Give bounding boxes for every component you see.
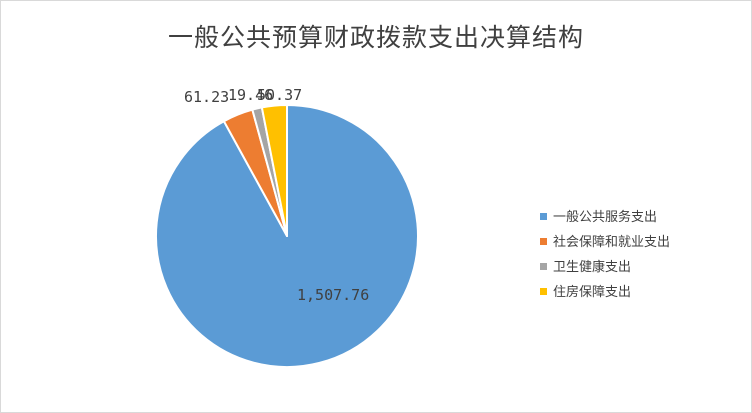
legend-item-general-public-services: 一般公共服务支出 [540,205,670,230]
data-label-health: 19.46 [228,86,273,104]
pie-slices [155,104,419,368]
legend-label: 住房保障支出 [553,285,632,300]
legend-swatch [540,238,547,245]
legend-swatch [540,213,547,220]
data-label-general-public-services: 1,507.76 [297,286,369,304]
legend-swatch [540,288,547,295]
legend-swatch [540,263,547,270]
slice-housing [260,104,288,237]
legend-item-social-security: 社会保障和就业支出 [540,230,670,255]
legend-label: 一般公共服务支出 [553,210,658,225]
data-label-housing: 50.37 [257,86,302,104]
legend-label: 卫生健康支出 [553,260,632,275]
slice-general-public-services [155,104,419,368]
data-label-social-security: 61.23 [184,88,229,106]
chart-title: 一般公共预算财政拨款支出决算结构 [167,23,584,52]
legend-item-health: 卫生健康支出 [540,255,670,280]
legend-item-housing: 住房保障支出 [540,280,670,305]
legend: 一般公共服务支出 社会保障和就业支出 卫生健康支出 住房保障支出 [540,205,670,305]
legend-label: 社会保障和就业支出 [553,235,671,250]
